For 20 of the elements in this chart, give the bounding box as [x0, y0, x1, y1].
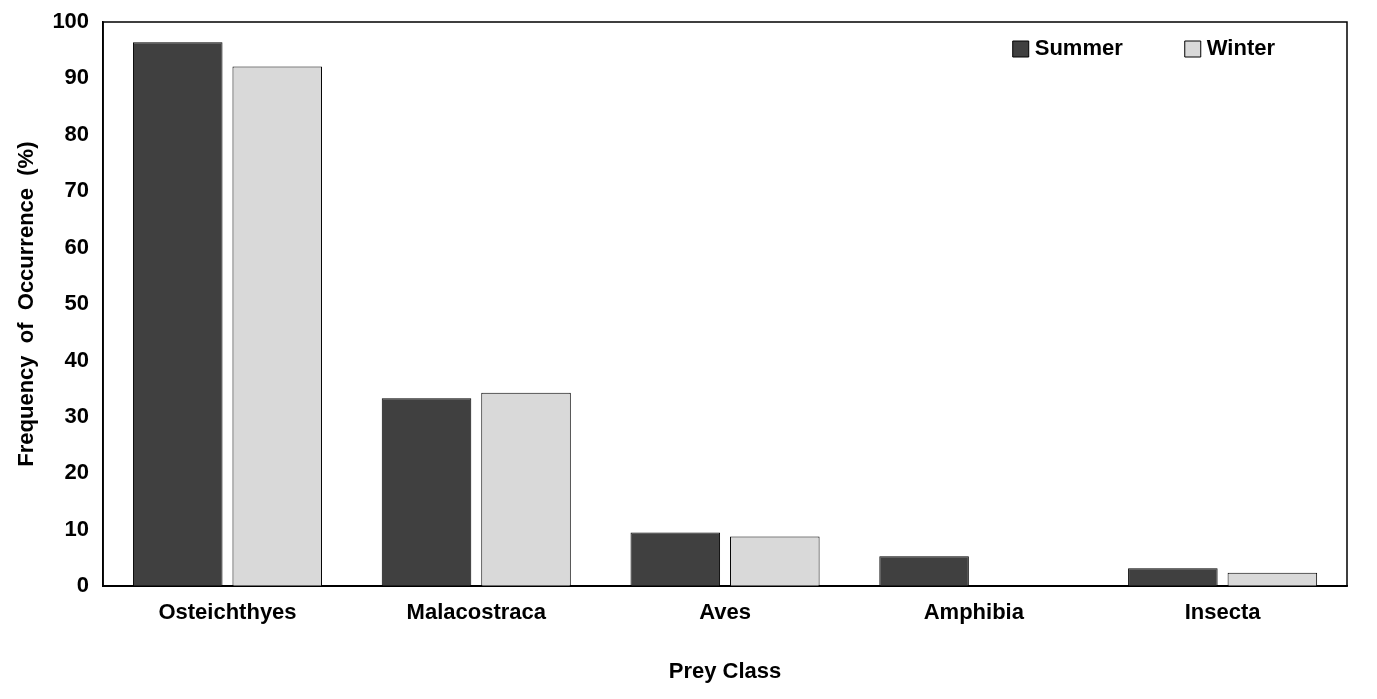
y-tick-label: 100 — [52, 8, 90, 34]
legend-label: Winter — [1206, 35, 1276, 61]
x-tick-label: Osteichthyes — [158, 599, 297, 625]
legend-label: Summer — [1034, 35, 1124, 61]
y-tick-label: 70 — [64, 177, 90, 203]
y-tick-label: 80 — [64, 120, 90, 146]
y-tick-label: 50 — [64, 290, 90, 316]
x-tick-label: Aves — [699, 599, 751, 625]
y-tick-label: 0 — [76, 572, 90, 598]
x-tick-label: Malacostraca — [406, 599, 547, 625]
y-axis-title: Frequency of Occurrence (%) — [13, 141, 39, 467]
x-axis-title: Prey Class — [668, 657, 782, 683]
y-tick-label: 60 — [64, 233, 90, 259]
y-tick-label: 40 — [64, 346, 90, 372]
y-tick-label: 10 — [64, 515, 90, 541]
y-tick-label: 30 — [64, 403, 90, 428]
y-tick-label: 20 — [64, 459, 90, 485]
x-tick-label: Amphibia — [923, 599, 1025, 625]
y-tick-label: 90 — [64, 64, 90, 90]
x-tick-label: Insecta — [1184, 599, 1262, 625]
